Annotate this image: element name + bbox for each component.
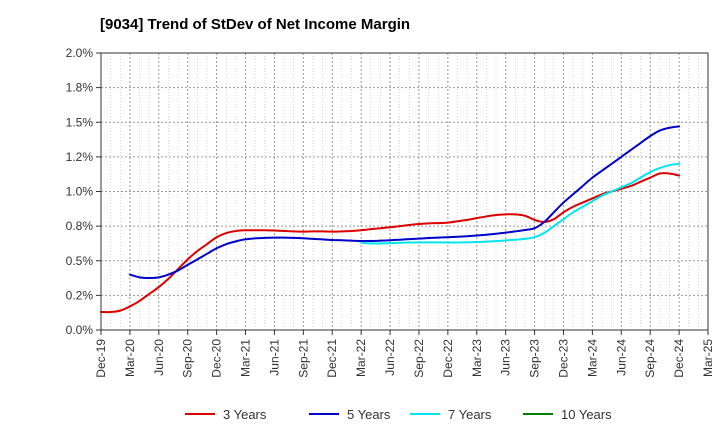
x-tick-label: Jun-22 bbox=[383, 339, 397, 376]
x-tick-label: Sep-23 bbox=[528, 339, 542, 378]
y-tick-label: 1.2% bbox=[66, 150, 94, 164]
y-tick-label: 1.5% bbox=[66, 115, 94, 129]
x-tick-label: Mar-25 bbox=[701, 339, 715, 377]
x-axis-ticks: Dec-19 Mar-20 Jun-20 Sep-20 Dec-20 Mar-21 Jun-… bbox=[94, 330, 715, 378]
x-tick-label: Sep-21 bbox=[296, 339, 310, 378]
y-tick-label: 1.8% bbox=[66, 81, 94, 95]
x-tick-label: Jun-23 bbox=[499, 339, 513, 376]
x-tick-label: Mar-23 bbox=[470, 339, 484, 377]
x-tick-label: Dec-19 bbox=[94, 339, 108, 378]
series-line-7-years bbox=[360, 162, 681, 245]
legend-label: 7 Years bbox=[448, 407, 492, 422]
x-tick-label: Dec-23 bbox=[556, 339, 570, 378]
y-tick-label: 0.2% bbox=[66, 288, 94, 302]
x-tick-label: Jun-21 bbox=[267, 339, 281, 376]
legend: 3 Years 5 Years 7 Years 10 Years bbox=[185, 407, 612, 422]
y-tick-label: 0.8% bbox=[66, 219, 94, 233]
plot-area bbox=[100, 52, 709, 331]
x-tick-label: Dec-20 bbox=[210, 339, 224, 378]
legend-label: 5 Years bbox=[347, 407, 391, 422]
series-line-3-years bbox=[100, 172, 681, 314]
x-tick-label: Dec-21 bbox=[325, 339, 339, 378]
y-tick-label: 0.0% bbox=[66, 323, 94, 337]
x-tick-label: Sep-24 bbox=[643, 339, 657, 378]
x-tick-label: Dec-22 bbox=[441, 339, 455, 378]
x-tick-label: Jun-24 bbox=[614, 339, 628, 376]
x-tick-label: Mar-20 bbox=[123, 339, 137, 377]
series-lines bbox=[100, 125, 681, 314]
x-tick-label: Dec-24 bbox=[672, 339, 686, 378]
y-tick-label: 0.5% bbox=[66, 254, 94, 268]
y-tick-label: 1.0% bbox=[66, 185, 94, 199]
x-tick-label: Mar-24 bbox=[585, 339, 599, 377]
x-tick-label: Mar-21 bbox=[239, 339, 253, 377]
y-axis-ticks: 0.0% 0.2% 0.5% 0.8% 1.0% 1.2% 1.5% 1.8% 2.0% bbox=[66, 46, 101, 337]
legend-label: 3 Years bbox=[223, 407, 267, 422]
x-tick-label: Jun-20 bbox=[152, 339, 166, 376]
x-tick-label: Sep-20 bbox=[181, 339, 195, 378]
y-tick-label: 2.0% bbox=[66, 46, 94, 60]
series-line-5-years bbox=[128, 125, 681, 280]
grid-lines bbox=[101, 53, 708, 330]
x-tick-label: Mar-22 bbox=[354, 339, 368, 377]
chart-title: [9034] Trend of StDev of Net Income Marg… bbox=[100, 16, 411, 33]
legend-label: 10 Years bbox=[561, 407, 612, 422]
x-tick-label: Sep-22 bbox=[412, 339, 426, 378]
